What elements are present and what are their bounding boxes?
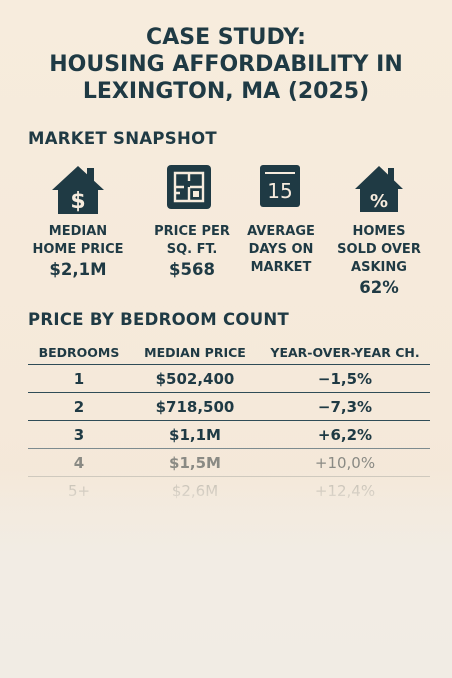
stat-value: 62% (359, 278, 399, 297)
cell-yoy-change: +12,4% (314, 481, 376, 500)
cell-bedrooms: 5+ (67, 481, 91, 500)
table-row: 2 $718,500 −7,3% (28, 392, 430, 420)
cell-bedrooms: 2 (73, 397, 85, 416)
stat-label-line: SQ. FT. (166, 242, 218, 257)
cell-median-price: $718,500 (155, 397, 235, 416)
stat-label-line: HOMES (352, 224, 406, 239)
title-line-3: LEXINGTON, MA (2025) (82, 79, 370, 104)
cell-median-price: $502,400 (155, 369, 235, 388)
stat-value: $2,1M (49, 260, 107, 279)
stat-median-home-price: MEDIAN HOME PRICE $2,1M (23, 223, 133, 281)
cell-yoy-change: −1,5% (317, 369, 373, 388)
title-line-2: HOUSING AFFORDABILITY IN (49, 52, 403, 77)
column-header-median-price: MEDIAN PRICE (144, 344, 246, 360)
stat-value: $568 (169, 260, 215, 279)
price-by-bedroom-heading: PRICE BY BEDROOM COUNT (28, 310, 290, 329)
stat-label-line: HOME PRICE (32, 242, 124, 257)
stat-label-line: ASKING (351, 260, 407, 275)
market-snapshot-heading: MARKET SNAPSHOT (28, 129, 217, 148)
cell-yoy-change: −7,3% (317, 397, 373, 416)
cell-yoy-change: +10,0% (314, 453, 376, 472)
cell-median-price: $1,1M (169, 425, 221, 444)
table-header: BEDROOMS MEDIAN PRICE YEAR-OVER-YEAR CH. (28, 340, 430, 364)
cell-bedrooms: 3 (73, 425, 85, 444)
stat-label-line: PRICE PER (154, 224, 230, 239)
column-header-bedrooms: BEDROOMS (38, 344, 120, 360)
house-percent-icon-symbol: % (370, 191, 388, 212)
stat-price-per-sqft: PRICE PER SQ. FT. $568 (137, 223, 247, 281)
stat-label-line: SOLD OVER (337, 242, 421, 257)
page-title: CASE STUDY: HOUSING AFFORDABILITY IN LEX… (0, 24, 452, 105)
house-percent-icon: % (355, 166, 403, 212)
svg-text:$: $ (70, 189, 85, 214)
cell-yoy-change: +6,2% (317, 425, 373, 444)
floor-plan-icon (167, 165, 211, 209)
calendar-icon-number: 15 (267, 179, 292, 203)
calendar-icon: 15 (260, 165, 300, 207)
stat-label-line: AVERAGE (247, 224, 315, 239)
column-header-yoy-change: YEAR-OVER-YEAR CH. (270, 344, 420, 360)
bedroom-price-table: BEDROOMS MEDIAN PRICE YEAR-OVER-YEAR CH.… (28, 340, 430, 504)
table-row: 4 $1,5M +10,0% (28, 448, 430, 476)
cell-bedrooms: 4 (73, 453, 85, 472)
stat-label-line: MARKET (250, 260, 312, 275)
title-line-1: CASE STUDY: (146, 25, 306, 50)
cell-bedrooms: 1 (73, 369, 85, 388)
table-row: 5+ $2,6M +12,4% (28, 476, 430, 504)
house-dollar-icon: $ (52, 166, 104, 214)
stat-homes-sold-over-asking: HOMES SOLD OVER ASKING 62% (324, 223, 434, 299)
stat-label-line: MEDIAN (48, 224, 108, 239)
table-row: 3 $1,1M +6,2% (28, 420, 430, 448)
cell-median-price: $1,5M (169, 453, 221, 472)
table-row: 1 $502,400 −1,5% (28, 364, 430, 392)
cell-median-price: $2,6M (171, 481, 219, 500)
stat-average-days-on-market: AVERAGE DAYS ON MARKET (226, 223, 336, 277)
stat-label-line: DAYS ON (248, 242, 314, 257)
